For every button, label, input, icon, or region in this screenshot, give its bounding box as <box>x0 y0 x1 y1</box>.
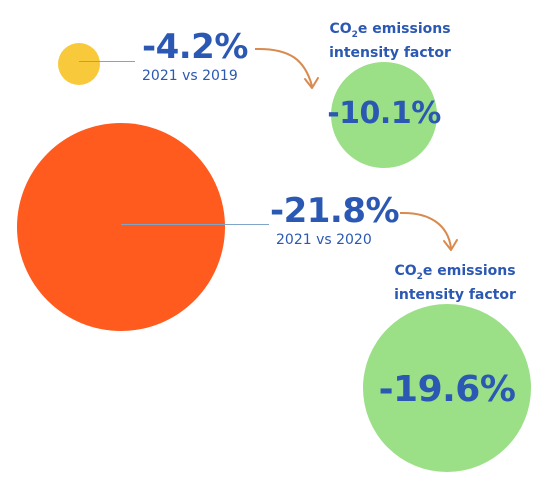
change-2020-value: -21.8% <box>270 191 400 231</box>
connector-line-2020 <box>121 224 269 225</box>
arrow-2019 <box>254 47 313 87</box>
large-orange-circle <box>17 123 225 331</box>
factor-change-2019-value: -10.1% <box>327 96 441 131</box>
factor-change-2020-value: -19.6% <box>378 369 516 410</box>
factor-title-2019: CO2e emissions intensity factor <box>315 20 465 62</box>
change-2020-label: 2021 vs 2020 <box>276 232 372 248</box>
factor-title-2019-line2: intensity factor <box>329 44 451 61</box>
factor-title-2020: CO2e emissions intensity factor <box>380 262 530 304</box>
change-2019-label: 2021 vs 2019 <box>142 68 238 84</box>
change-2019-value: -4.2% <box>142 27 248 67</box>
connector-line-2019 <box>79 61 135 62</box>
factor-title-2020-line1: CO2e emissions <box>394 263 516 282</box>
arrowhead-2019 <box>304 77 319 89</box>
arrowhead-2020 <box>443 239 458 251</box>
factor-circle-2019 <box>331 62 437 168</box>
small-yellow-circle <box>58 43 100 85</box>
factor-title-2019-line1: CO2e emissions <box>329 21 451 40</box>
arrow-2020 <box>399 211 452 249</box>
factor-title-2020-line2: intensity factor <box>394 286 516 303</box>
factor-circle-2020 <box>363 304 531 472</box>
